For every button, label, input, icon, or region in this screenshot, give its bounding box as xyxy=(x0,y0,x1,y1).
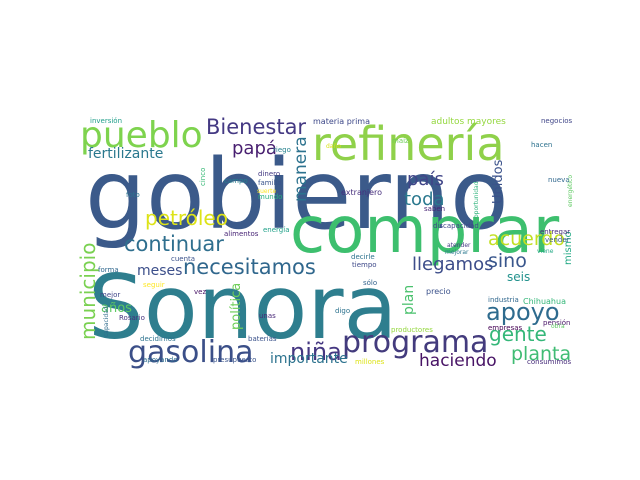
word-capacidad: capacidad xyxy=(103,306,110,337)
word-consumimos: consumimos xyxy=(527,358,572,366)
word-energetico: energético xyxy=(567,175,574,207)
word-seis: seis xyxy=(507,270,530,284)
word-dinero: dinero xyxy=(258,170,280,178)
word-necesitamos: necesitamos xyxy=(183,255,316,279)
word-pueblo: pueblo xyxy=(80,115,203,156)
word-tiempo: tiempo xyxy=(352,261,377,269)
word-cuenta: cuenta xyxy=(171,255,195,263)
word-politica: política xyxy=(229,283,244,330)
word-pension: pensión xyxy=(543,319,571,327)
word-petroleo: petróleo xyxy=(145,206,228,230)
word-energia: energía xyxy=(263,226,289,234)
word-manera: manera xyxy=(291,136,311,202)
word-digo: digo xyxy=(335,307,350,315)
word-apoyo: apoyo xyxy=(486,298,560,326)
word-haciendo: haciendo xyxy=(419,351,497,371)
word-sonora: Sonora xyxy=(88,256,397,359)
word-extranjero: extranjero xyxy=(341,188,382,197)
word-apoyando: apoyando xyxy=(143,356,178,364)
word-continuar: continuar xyxy=(124,232,224,256)
word-decirle: decirle xyxy=(351,253,375,261)
word-pais: país xyxy=(407,169,444,190)
word-acuerdo: acuerdo xyxy=(488,228,565,250)
word-mejor: mejor xyxy=(100,291,120,299)
word-comprar: comprar xyxy=(290,194,560,268)
word-meses: meses xyxy=(137,263,182,279)
word-anos: años xyxy=(101,301,132,316)
word-inversion: inversión xyxy=(90,117,122,125)
word-industria: industria xyxy=(488,296,519,304)
word-presupuesto: presupuesto xyxy=(213,356,256,364)
word-forma: forma xyxy=(98,266,119,274)
word-plan: plan xyxy=(401,285,417,315)
word-solo: sólo xyxy=(363,279,377,287)
word-riego: riego xyxy=(273,146,291,154)
word-nina: niña xyxy=(290,338,342,366)
word-precio: precio xyxy=(426,287,451,296)
word-foto: foto xyxy=(126,191,140,199)
word-materia_prima: materia prima xyxy=(313,117,370,126)
word-dano: daño xyxy=(326,143,341,150)
word-cinco: cinco xyxy=(199,168,207,186)
word-viene: viene xyxy=(537,248,554,255)
word-llegamos: llegamos xyxy=(412,254,493,275)
word-gente: gente xyxy=(489,322,547,346)
word-rosario: Rosario xyxy=(119,314,145,322)
word-vez: vez xyxy=(194,288,206,296)
word-mismo: mismo xyxy=(563,231,574,265)
word-gobierno: gobierno xyxy=(85,139,509,251)
word-atender: atender xyxy=(447,242,471,249)
word-nueva: nueva xyxy=(548,176,570,184)
word-millones: millones xyxy=(355,358,385,366)
word-municipio: municipio xyxy=(76,243,100,340)
word-fertilizante: fertilizante xyxy=(88,146,163,162)
word-mundo: mundo xyxy=(258,193,282,201)
word-baterias: baterías xyxy=(248,335,277,343)
word-entregar: entregar xyxy=(540,228,570,236)
word-productores: productores xyxy=(391,326,433,334)
word-alimentos: alimentos xyxy=(224,230,259,238)
word-bienestar: Bienestar xyxy=(206,115,306,139)
word-importante: importante xyxy=(270,351,348,367)
word-unas: unas xyxy=(259,312,276,320)
word-decidimos: decidimos xyxy=(140,335,176,343)
word-obra: obra xyxy=(551,323,565,330)
word-hacen: hacen xyxy=(531,141,552,149)
word-saben: saben xyxy=(424,205,445,213)
word-maiz: maíz xyxy=(392,137,409,145)
word-gasolina: gasolina xyxy=(128,335,253,370)
word-empresas: empresas xyxy=(488,324,523,332)
word-unidos: Unidos xyxy=(491,159,506,204)
word-suerte: suerte xyxy=(257,188,276,195)
word-seguir: seguir xyxy=(143,281,165,289)
word-programa: programa xyxy=(342,325,488,360)
word-vender: vender xyxy=(545,236,570,244)
word-adultos_mayores: adultos mayores xyxy=(431,117,506,127)
word-familia: familia xyxy=(258,179,282,187)
word-campo: campo xyxy=(224,177,248,185)
word-papa: papá xyxy=(232,138,277,159)
word-mejorar: mejorar xyxy=(445,249,469,256)
word-negocios: negocios xyxy=(541,117,573,125)
word-chihuahua: Chihuahua xyxy=(523,297,566,306)
word-planta: planta xyxy=(511,343,571,365)
word-oportunidad: oportunidad xyxy=(473,181,480,218)
word-toda: toda xyxy=(404,189,445,210)
word-discapacidad: discapacidad xyxy=(433,222,479,230)
word-refineria: refinería xyxy=(312,117,505,171)
word-sino: sino xyxy=(488,250,527,272)
